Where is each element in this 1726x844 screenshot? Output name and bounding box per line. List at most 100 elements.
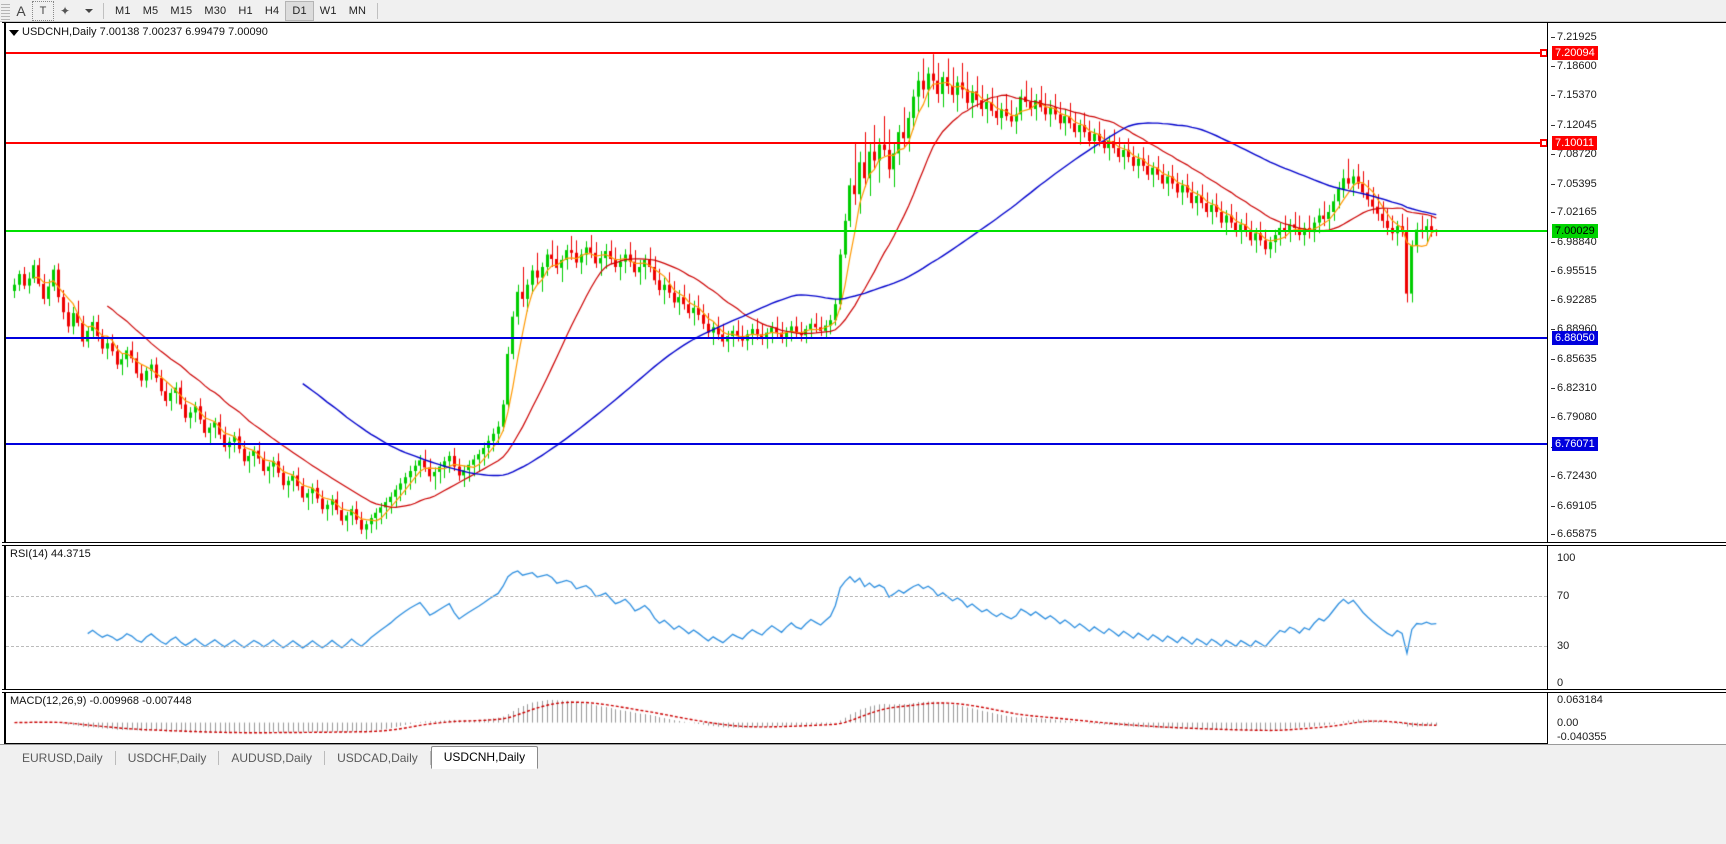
chart-tab-audusd[interactable]: AUDUSD,Daily: [231, 751, 313, 765]
rsi-axis-label: 100: [1557, 552, 1576, 564]
chevron-down-icon: [84, 8, 93, 13]
price-axis-label: 6.65875: [1557, 528, 1597, 541]
price-axis-label: 6.72430: [1557, 470, 1597, 483]
tab-divider: [114, 751, 116, 765]
timeframe-m1[interactable]: M1: [115, 4, 131, 17]
price-axis-tick: [1551, 124, 1555, 126]
price-axis-label: 7.15370: [1557, 89, 1597, 102]
price-axis-label: 7.18600: [1557, 60, 1597, 73]
text-label-tool-glyph: T: [39, 4, 47, 17]
price-canvas: [6, 23, 1547, 542]
price-axis-tick: [1551, 183, 1555, 185]
chart-area[interactable]: 7.21925 7.18600 7.15370 7.12045 7.08720 7.053…: [0, 22, 1726, 757]
macd-pane[interactable]: 0.063184 0.00 -0.040355 MACD(12,26,9) -0.0…: [2, 692, 1726, 744]
rsi-title: RSI(14) 44.3715: [10, 548, 91, 560]
text-tool-icon[interactable]: A: [10, 1, 32, 21]
price-level-line[interactable]: [6, 442, 1547, 445]
rsi-axis-label: 30: [1557, 639, 1570, 652]
price-axis-tick: [1551, 154, 1555, 156]
price-level-tag[interactable]: 6.76071: [1552, 436, 1598, 451]
price-level-line[interactable]: [6, 49, 1547, 58]
price-axis-label: 6.69105: [1557, 499, 1597, 512]
top-toolbar: A T ✦ M1 M5 M15 M30 H1 H4 D1 W1 MN: [0, 0, 1726, 22]
price-axis-label: 7.12045: [1557, 118, 1597, 131]
price-axis-label: 6.95515: [1557, 265, 1597, 278]
text-label-tool-icon[interactable]: T: [32, 0, 54, 21]
timeframe-h4[interactable]: H4: [264, 4, 280, 17]
rsi-threshold-line: [6, 595, 1547, 597]
toolbar-divider-2: [377, 2, 379, 19]
price-axis-tick: [1551, 358, 1555, 360]
chart-tab-eurusd[interactable]: EURUSD,Daily: [22, 751, 103, 765]
price-axis-tick: [1551, 299, 1555, 301]
price-axis-label: 6.82310: [1557, 382, 1597, 395]
timeframe-m5[interactable]: M5: [142, 4, 159, 17]
toolbar-grip-handle[interactable]: [1, 1, 10, 20]
rsi-axis: 100 70 30 0: [1551, 546, 1726, 689]
price-level-tag[interactable]: 7.00029: [1552, 224, 1598, 239]
tab-divider: [324, 751, 326, 765]
rsi-plot[interactable]: [4, 546, 1548, 689]
price-axis-label: 6.92285: [1557, 293, 1597, 306]
objects-tool-glyph: ✦: [59, 3, 71, 18]
price-axis-tick: [1551, 66, 1555, 68]
price-level-tag[interactable]: 7.20094: [1552, 46, 1598, 61]
chart-tab-usdcnh[interactable]: USDCNH,Daily: [430, 746, 539, 769]
macd-axis-label: 0.063184: [1557, 694, 1603, 706]
price-axis-tick: [1551, 36, 1555, 38]
price-axis-label: 7.21925: [1557, 30, 1597, 43]
price-level-tag[interactable]: 7.10011: [1552, 135, 1597, 150]
price-axis-tick: [1551, 476, 1555, 478]
macd-canvas: [6, 693, 1547, 743]
rsi-axis-label: 70: [1557, 589, 1570, 602]
price-axis-tick: [1551, 212, 1555, 214]
price-level-tag[interactable]: 6.88050: [1552, 330, 1598, 345]
chart-tab-usdcad[interactable]: USDCAD,Daily: [337, 751, 418, 765]
price-axis-tick: [1551, 271, 1555, 273]
price-axis-label: 7.02165: [1557, 206, 1597, 219]
price-axis-tick: [1551, 534, 1555, 536]
price-axis-tick: [1551, 329, 1555, 331]
price-pane[interactable]: 7.21925 7.18600 7.15370 7.12045 7.08720 7.053…: [2, 22, 1726, 543]
timeframe-m15[interactable]: M15: [170, 4, 193, 17]
macd-axis-label: -0.040355: [1557, 731, 1607, 743]
chart-tab-usdchf[interactable]: USDCHF,Daily: [127, 751, 207, 765]
price-axis-label: 7.08720: [1557, 148, 1597, 161]
price-axis-tick: [1551, 95, 1555, 97]
timeframe-d1[interactable]: D1: [285, 0, 314, 21]
text-tool-glyph: A: [16, 2, 26, 19]
timeframe-h1[interactable]: H1: [238, 4, 253, 17]
rsi-axis-label: 0: [1557, 677, 1564, 689]
objects-tool-icon[interactable]: ✦: [54, 1, 76, 21]
price-level-line[interactable]: [6, 336, 1547, 339]
line-drag-handle[interactable]: [1540, 138, 1547, 147]
price-axis-tick: [1551, 241, 1555, 243]
price-axis-label: 6.79080: [1557, 411, 1597, 424]
price-axis-label: 7.05395: [1557, 177, 1597, 190]
chart-tabs[interactable]: EURUSD,Daily USDCHF,Daily AUDUSD,Daily USDC…: [10, 746, 539, 769]
price-axis-label: 6.85635: [1557, 352, 1597, 365]
tab-divider: [218, 751, 220, 765]
macd-axis: 0.063184 0.00 -0.040355: [1551, 693, 1726, 744]
toolbar-dropdown-button[interactable]: [76, 1, 98, 21]
price-axis-tick: [1551, 417, 1555, 419]
line-drag-handle[interactable]: [1540, 49, 1547, 58]
price-level-line[interactable]: [6, 138, 1547, 147]
rsi-canvas: [6, 546, 1547, 689]
tab-divider: [429, 751, 431, 765]
macd-plot[interactable]: [4, 693, 1548, 744]
macd-axis-label: 0.00: [1557, 716, 1579, 729]
price-level-line[interactable]: [6, 230, 1547, 233]
chart-tabbar: EURUSD,Daily USDCHF,Daily AUDUSD,Daily USDC…: [0, 744, 1726, 844]
price-plot[interactable]: [4, 23, 1548, 542]
price-axis-tick: [1551, 505, 1555, 507]
timeframe-w1[interactable]: W1: [319, 4, 337, 17]
rsi-threshold-line: [6, 645, 1547, 647]
timeframe-m30[interactable]: M30: [204, 4, 227, 17]
timeframe-mn[interactable]: MN: [348, 4, 367, 17]
macd-title: MACD(12,26,9) -0.009968 -0.007448: [10, 695, 192, 707]
rsi-pane[interactable]: 100 70 30 0 RSI(14) 44.3715: [2, 545, 1726, 690]
price-axis[interactable]: 7.21925 7.18600 7.15370 7.12045 7.08720 7.053…: [1551, 23, 1726, 542]
symbol-dropdown-caret-icon[interactable]: [9, 30, 19, 36]
